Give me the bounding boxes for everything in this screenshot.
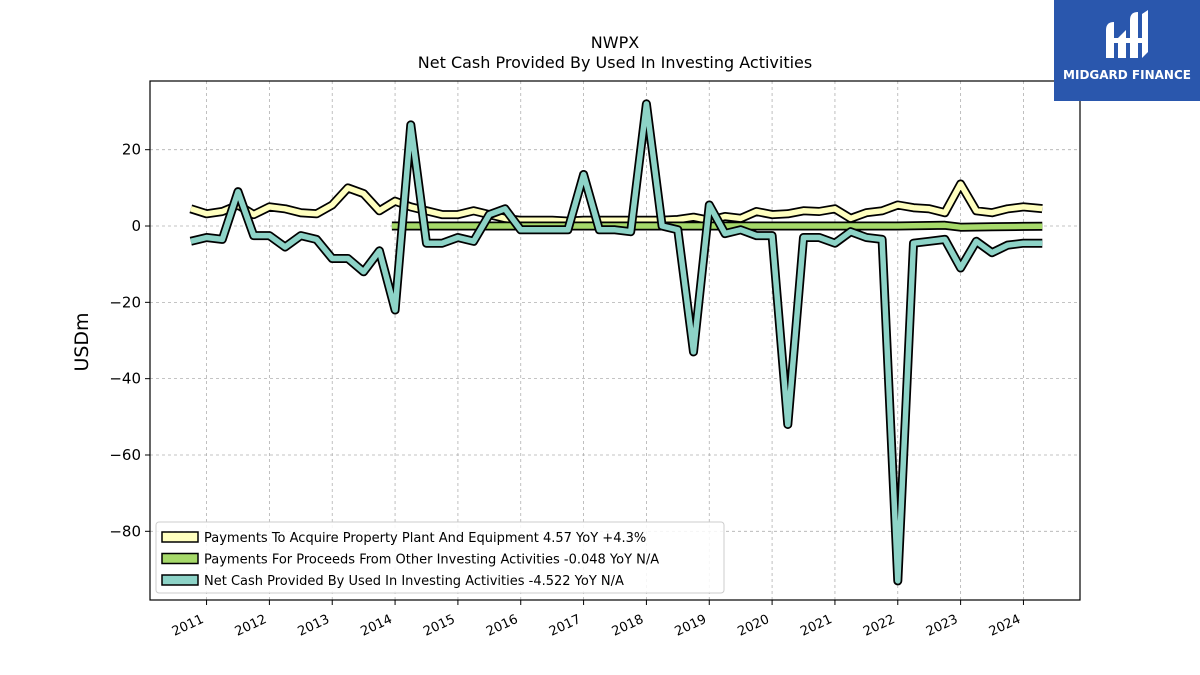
legend-label-1: Payments For Proceeds From Other Investi… [204,553,659,568]
plot-area [149,80,1081,601]
y-tick-label: −20 [109,293,141,311]
series-layer [189,99,1043,586]
legend-swatch-0 [161,531,199,543]
y-tick-label: 0 [131,217,141,235]
y-tick-label: 20 [122,141,141,159]
logo-text: MIDGARD FINANCE [1063,68,1191,82]
x-tick-label: 2021 [798,612,834,640]
series-2-outline [189,99,1043,586]
x-tick-label: 2022 [861,612,897,640]
chart-title: NWPX [591,33,639,52]
brand-logo: MIDGARD FINANCE [1054,0,1200,101]
legend-label-0: Payments To Acquire Property Plant And E… [204,531,646,546]
legend-swatch-1 [161,552,199,565]
y-tick-label: −40 [109,370,141,388]
chart-subtitle: Net Cash Provided By Used In Investing A… [418,53,812,72]
legend-box [155,521,725,594]
legend: Payments To Acquire Property Plant And E… [155,521,725,594]
x-tick-label: 2014 [358,612,394,640]
x-tick-label: 2017 [547,612,583,640]
series-2-line [190,101,1043,584]
x-tick-label: 2013 [296,612,332,640]
x-tick-label: 2023 [924,612,960,640]
x-tick-label: 2024 [987,612,1023,640]
midgard-logo-icon [1106,10,1148,58]
series-0-line [189,181,1043,224]
x-tick-label: 2011 [170,612,206,640]
y-axis-label: USDm [71,312,93,371]
legend-swatch-2 [161,574,199,586]
legend-label-2: Net Cash Provided By Used In Investing A… [204,574,624,589]
x-tick-label: 2015 [421,612,457,640]
x-tick-label: 2018 [610,612,646,640]
x-tick-label: 2019 [673,612,709,640]
x-tick-label: 2020 [735,612,771,640]
y-tick-label: −60 [109,446,141,464]
x-tick-label: 2016 [484,612,520,640]
x-tick-label: 2012 [233,612,269,640]
y-tick-label: −80 [109,522,141,540]
